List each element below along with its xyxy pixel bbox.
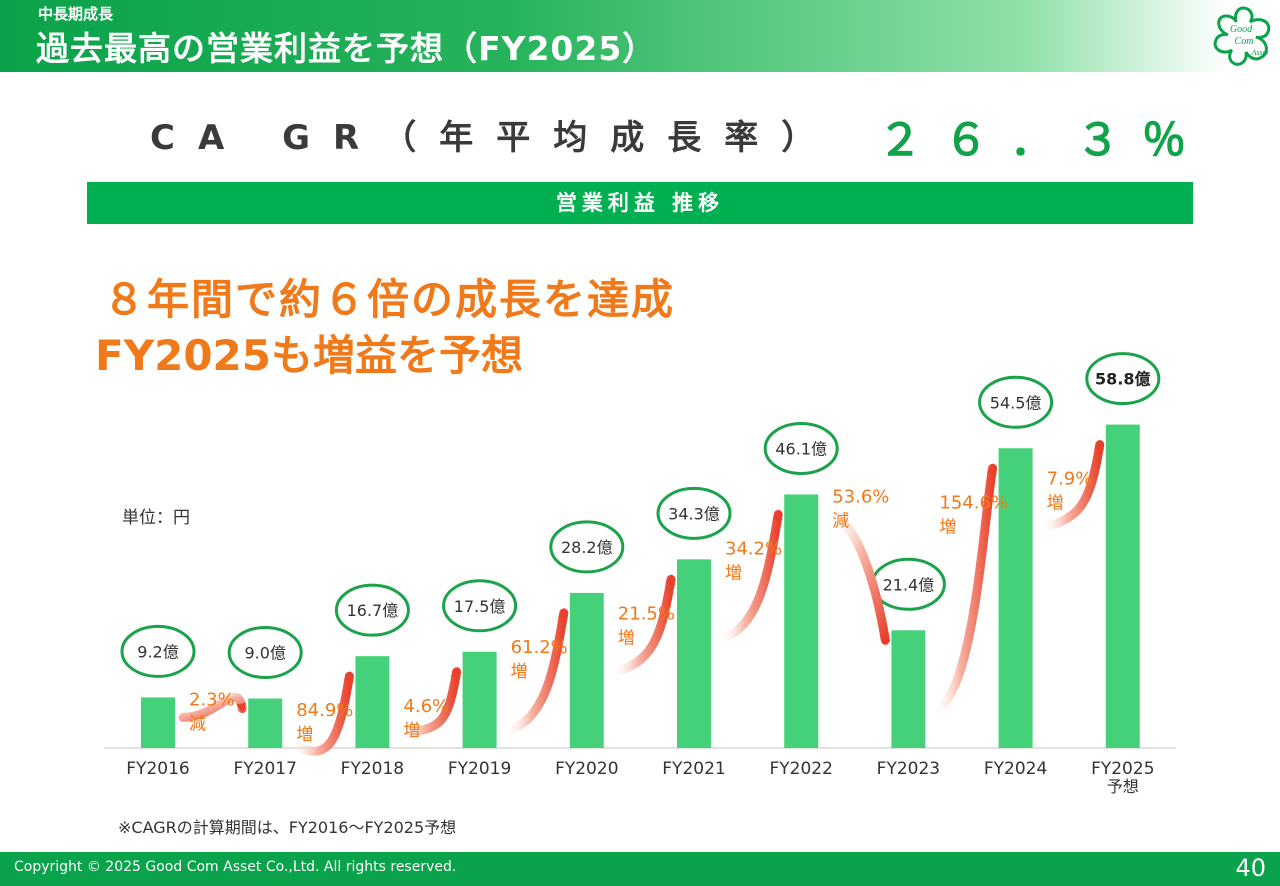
logo-text-asset: Asset [1251, 48, 1270, 57]
x-tick-label: FY2016 [126, 759, 189, 779]
page-title: 過去最高の営業利益を予想（FY2025） [36, 29, 657, 68]
data-label: 46.1億 [775, 439, 827, 458]
value-label-ellipse [978, 375, 1054, 429]
logo-text-com: Com [1235, 36, 1254, 47]
cagr-row: CA GR（年平均成長率） ２６．３％ [0, 104, 1280, 166]
x-tick-label: FY2024 [984, 759, 1047, 779]
copyright-text: Copyright © 2025 Good Com Asset Co.,Ltd.… [14, 859, 457, 875]
data-label: 16.7億 [347, 601, 399, 620]
x-tick-label: FY2017 [233, 759, 296, 779]
bar-FY2025 [1105, 424, 1140, 748]
change-direction: 増 [939, 517, 956, 537]
header-bar: 中長期成長 過去最高の営業利益を予想（FY2025） Good Com Asse… [0, 0, 1280, 72]
change-percent: 7.9% [1047, 469, 1093, 490]
headline-line-1: ８年間で約６倍の成長を達成 [103, 275, 676, 324]
change-percent: 34.2% [725, 538, 782, 559]
change-percent: 2.3% [189, 689, 235, 710]
cagr-label: CA GR（年平均成長率） [150, 118, 839, 158]
change-direction: 増 [618, 628, 635, 648]
bar-FY2022 [784, 494, 819, 748]
change-arrow [928, 463, 998, 715]
bar-FY2023 [891, 630, 926, 748]
change-direction: 増 [296, 725, 313, 745]
change-percent: 21.5% [618, 603, 675, 624]
change-arrow [821, 509, 890, 646]
value-label-ellipse [1085, 352, 1161, 406]
cagr-value: ２６．３％ [878, 115, 1208, 166]
logo-text-good: Good [1230, 24, 1253, 35]
bar-FY2021 [677, 559, 711, 748]
bar-FY2017 [248, 698, 283, 748]
value-label-ellipse [227, 626, 303, 679]
company-logo: Good Com Asset [1213, 6, 1271, 66]
value-label-ellipse [442, 579, 518, 633]
data-label: 54.5億 [990, 393, 1042, 412]
change-arrow [178, 692, 247, 722]
change-arrow [607, 574, 676, 678]
change-direction: 減 [832, 511, 849, 531]
footnote: ※CAGRの計算期間は、FY2016〜FY2025予想 [118, 818, 457, 837]
data-label: 58.8億 [1095, 370, 1150, 389]
bar-FY2016 [141, 697, 175, 748]
x-tick-label: FY2025 [1091, 759, 1154, 779]
change-percent: 61.2% [511, 637, 568, 658]
x-tick-label: FY2023 [877, 759, 940, 779]
change-percent: 154.6% [939, 492, 1008, 513]
unit-label: 単位：円 [122, 508, 190, 528]
headline: ８年間で約６倍の成長を達成 FY2025も増益を予想 [95, 272, 675, 384]
change-percent: 4.6% [403, 696, 449, 717]
bar-FY2020 [569, 592, 604, 748]
footer-bar: Copyright © 2025 Good Com Asset Co.,Ltd.… [0, 852, 1280, 886]
value-label-ellipse [763, 421, 839, 475]
section-band: 営業利益 推移 [87, 182, 1193, 224]
data-label: 34.3億 [668, 504, 720, 523]
value-label-ellipse [549, 520, 625, 574]
change-arrow [500, 607, 569, 737]
section-subtitle: 中長期成長 [38, 5, 114, 23]
bar-FY2018 [355, 656, 390, 748]
x-tick-label: FY2020 [555, 759, 618, 779]
bar-FY2024 [998, 448, 1033, 748]
change-direction: 増 [1047, 494, 1064, 514]
change-direction: 減 [189, 714, 206, 734]
x-tick-sublabel: 予想 [1107, 777, 1139, 796]
x-tick-label: FY2019 [448, 759, 511, 779]
change-percent: 84.9% [296, 700, 353, 721]
bar-FY2019 [462, 651, 497, 748]
headline-line-2: FY2025も増益を予想 [95, 331, 523, 380]
change-direction: 増 [511, 662, 528, 682]
change-arrow [285, 671, 354, 756]
data-label: 9.2億 [137, 642, 178, 661]
data-label: 21.4億 [883, 575, 935, 594]
data-label: 17.5億 [454, 597, 506, 616]
change-arrow [1036, 439, 1105, 533]
data-label: 28.2億 [561, 538, 613, 557]
change-direction: 増 [725, 563, 742, 583]
x-tick-label: FY2018 [341, 759, 404, 779]
data-label: 9.0億 [244, 644, 285, 663]
change-arrow [392, 666, 462, 741]
page-number: 40 [1235, 854, 1266, 882]
value-label-ellipse [334, 583, 410, 637]
change-arrow [714, 509, 783, 644]
change-direction: 増 [403, 721, 420, 741]
change-percent: 53.6% [832, 486, 889, 507]
x-tick-label: FY2021 [662, 759, 725, 779]
value-label-ellipse [656, 486, 732, 540]
value-label-ellipse [120, 624, 196, 678]
x-tick-label: FY2022 [769, 759, 832, 779]
